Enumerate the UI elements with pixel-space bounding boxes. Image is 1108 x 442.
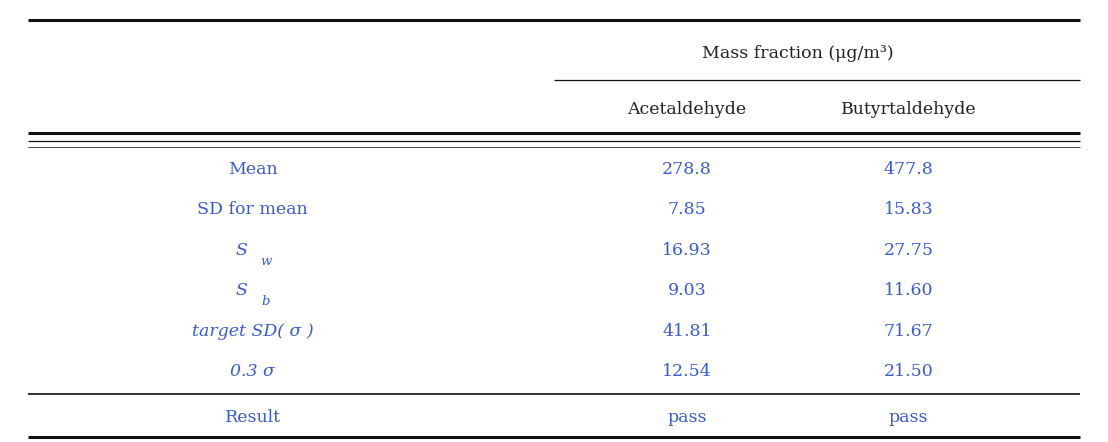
Text: 11.60: 11.60: [884, 282, 933, 299]
Text: w: w: [260, 255, 271, 268]
Text: 12.54: 12.54: [663, 363, 711, 380]
Text: SD for mean: SD for mean: [197, 201, 308, 218]
Text: pass: pass: [667, 409, 707, 426]
Text: b: b: [261, 295, 270, 309]
Text: Acetaldehyde: Acetaldehyde: [627, 101, 747, 118]
Text: Mean: Mean: [228, 161, 277, 178]
Text: Mass fraction (μg/m³): Mass fraction (μg/m³): [702, 45, 893, 61]
Text: 278.8: 278.8: [663, 161, 711, 178]
Text: 71.67: 71.67: [884, 323, 933, 340]
Text: 9.03: 9.03: [668, 282, 706, 299]
Text: 27.75: 27.75: [883, 242, 934, 259]
Text: target SD( σ ): target SD( σ ): [192, 323, 314, 340]
Text: 15.83: 15.83: [884, 201, 933, 218]
Text: 0.3 σ: 0.3 σ: [230, 363, 275, 380]
Text: 16.93: 16.93: [663, 242, 711, 259]
Text: S: S: [236, 242, 247, 259]
Text: Result: Result: [225, 409, 280, 426]
Text: Butyrtaldehyde: Butyrtaldehyde: [841, 101, 976, 118]
Text: 41.81: 41.81: [663, 323, 711, 340]
Text: 7.85: 7.85: [668, 201, 706, 218]
Text: pass: pass: [889, 409, 929, 426]
Text: 477.8: 477.8: [884, 161, 933, 178]
Text: S: S: [236, 282, 247, 299]
Text: 21.50: 21.50: [884, 363, 933, 380]
